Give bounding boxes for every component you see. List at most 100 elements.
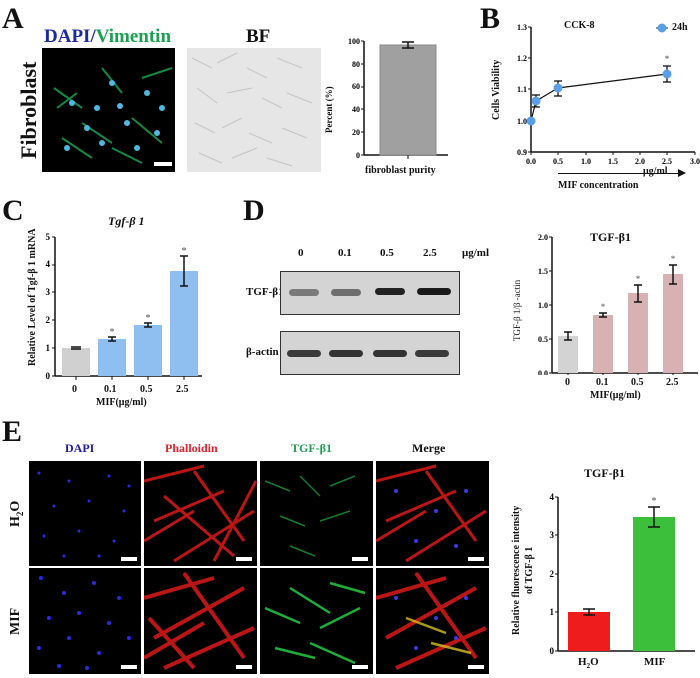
h2o-phalloidin-image (144, 461, 257, 566)
bactin-blot (280, 331, 460, 375)
purity-bar-chart: 100 80 60 40 20 0 (348, 37, 448, 160)
scale-bar (468, 665, 484, 669)
fluorescence-title: TGF-β1 (584, 466, 625, 480)
dapi-title-part: DAPI (44, 26, 91, 47)
column-phalloidin: Phalloidin (165, 441, 218, 455)
fluorescence-bar-chart: 4 3 2 1 0 * (550, 492, 695, 656)
column-dapi: DAPI (65, 441, 95, 455)
tgfb1-mrna-xlabel: MIF(μg/ml) (96, 397, 147, 408)
svg-text:40: 40 (352, 105, 360, 114)
panel-label-c: C (2, 194, 24, 227)
blot-band (331, 289, 361, 296)
stain-column-headers: DAPI Phalloidin TGF-β1 Merge (29, 441, 499, 457)
fluorescence-ylabel: Relative fluorescence intensity of TGF-β … (511, 505, 535, 635)
row-label-mif: MIF (8, 607, 23, 635)
svg-text:1.0: 1.0 (538, 301, 548, 310)
blot-band (417, 288, 451, 295)
title-separator: / (90, 26, 96, 47)
blot-band (375, 288, 405, 295)
svg-text:1.5: 1.5 (608, 157, 618, 166)
tgfb1-protein-bar-chart: 2.0 1.5 1.0 0.5 0.0 * * * (538, 233, 698, 375)
scale-bar (121, 557, 137, 561)
svg-text:*: * (182, 246, 187, 257)
svg-text:*: * (110, 327, 115, 338)
blot-band (287, 350, 321, 357)
svg-text:*: * (146, 313, 151, 324)
blot-band (329, 350, 363, 357)
svg-text:60: 60 (352, 82, 360, 91)
blot-band (373, 350, 407, 357)
svg-text:3: 3 (550, 530, 555, 540)
svg-text:1: 1 (550, 607, 555, 617)
blot-band (289, 289, 319, 296)
svg-text:*: * (652, 496, 657, 507)
tgfb1-blot (280, 271, 460, 315)
svg-text:2.0: 2.0 (635, 157, 645, 166)
svg-text:5: 5 (46, 232, 51, 242)
scale-bar (468, 557, 484, 561)
tgfb1-protein-title: TGF-β1 (590, 230, 631, 244)
panel-label-a: A (2, 2, 24, 35)
purity-ylabel: Percent (%) (324, 86, 334, 134)
svg-text:0.0: 0.0 (526, 157, 536, 166)
svg-text:1.5: 1.5 (538, 267, 548, 276)
svg-text:1.0: 1.0 (581, 157, 591, 166)
blot-band (415, 350, 449, 357)
svg-text:2: 2 (550, 569, 555, 579)
svg-text:0.5: 0.5 (538, 335, 548, 344)
cck8-ylabel: Cells Viability (491, 59, 502, 121)
h2o-tgfb1-image (260, 461, 373, 566)
h2o-dapi-image (29, 461, 141, 566)
svg-text:80: 80 (352, 60, 360, 69)
row-label-h2o: H2O (8, 500, 25, 528)
vimentin-title-part: Vimentin (95, 26, 172, 47)
panel-label-e: E (2, 415, 23, 448)
scale-bar (352, 665, 368, 669)
bf-image (187, 48, 321, 172)
svg-text:2: 2 (46, 315, 51, 325)
svg-text:100: 100 (348, 37, 360, 46)
column-tgfb1: TGF-β1 (291, 441, 332, 455)
dapi-vimentin-title: DAPI/Vimentin (44, 26, 171, 48)
column-merge: Merge (412, 441, 446, 455)
svg-text:*: * (665, 54, 670, 64)
svg-text:0.9: 0.9 (517, 148, 527, 157)
tgfb1-mrna-bar-chart: 5 4 3 2 1 0 * * * (46, 232, 202, 381)
scale-bar (236, 665, 252, 669)
svg-text:2.5: 2.5 (662, 157, 672, 166)
svg-text:0: 0 (356, 151, 360, 160)
svg-text:*: * (636, 274, 641, 284)
dapi-vimentin-image (42, 48, 175, 172)
svg-text:1.2: 1.2 (517, 54, 527, 63)
panel-label-d: D (243, 194, 265, 227)
concentration-arrow (558, 173, 680, 174)
blot-row-bactin: β-actin (246, 346, 279, 358)
fluorescence-xtick-h2o: H2O (578, 656, 599, 671)
svg-text:*: * (601, 302, 606, 312)
mif-merge-image (376, 568, 489, 674)
cck8-unit: μg/ml (643, 166, 668, 177)
svg-text:1.3: 1.3 (517, 23, 527, 32)
panel-label-b: B (480, 2, 501, 35)
svg-text:0.5: 0.5 (553, 157, 563, 166)
cck8-legend-label: 24h (672, 22, 688, 33)
svg-text:3.0: 3.0 (690, 157, 700, 166)
svg-text:1.0: 1.0 (517, 117, 527, 126)
svg-text:1.1: 1.1 (517, 85, 527, 94)
svg-text:20: 20 (352, 128, 360, 137)
tgfb1-protein-xlabel: MIF(μg/ml) (590, 390, 641, 401)
blot-row-tgfb1: TGF-β1 (246, 286, 284, 298)
purity-xlabel: fibroblast purity (365, 165, 436, 176)
tgfb1-mrna-ylabel: Relative Level of Tgf-β 1 mRNA (27, 228, 38, 366)
cck8-xlabel: MIF concentration (558, 180, 639, 191)
arrow-head-icon (678, 169, 686, 177)
tgfb1-mrna-title: Tgf-β 1 (108, 214, 145, 228)
scale-bar (121, 665, 137, 669)
svg-text:0: 0 (550, 646, 555, 656)
h2o-merge-image (376, 461, 489, 566)
svg-text:0.0: 0.0 (538, 369, 548, 375)
svg-text:4: 4 (46, 259, 51, 269)
cck8-title: CCK-8 (564, 20, 595, 31)
svg-text:0: 0 (46, 371, 51, 381)
fluorescence-xtick-mif: MIF (644, 656, 666, 668)
